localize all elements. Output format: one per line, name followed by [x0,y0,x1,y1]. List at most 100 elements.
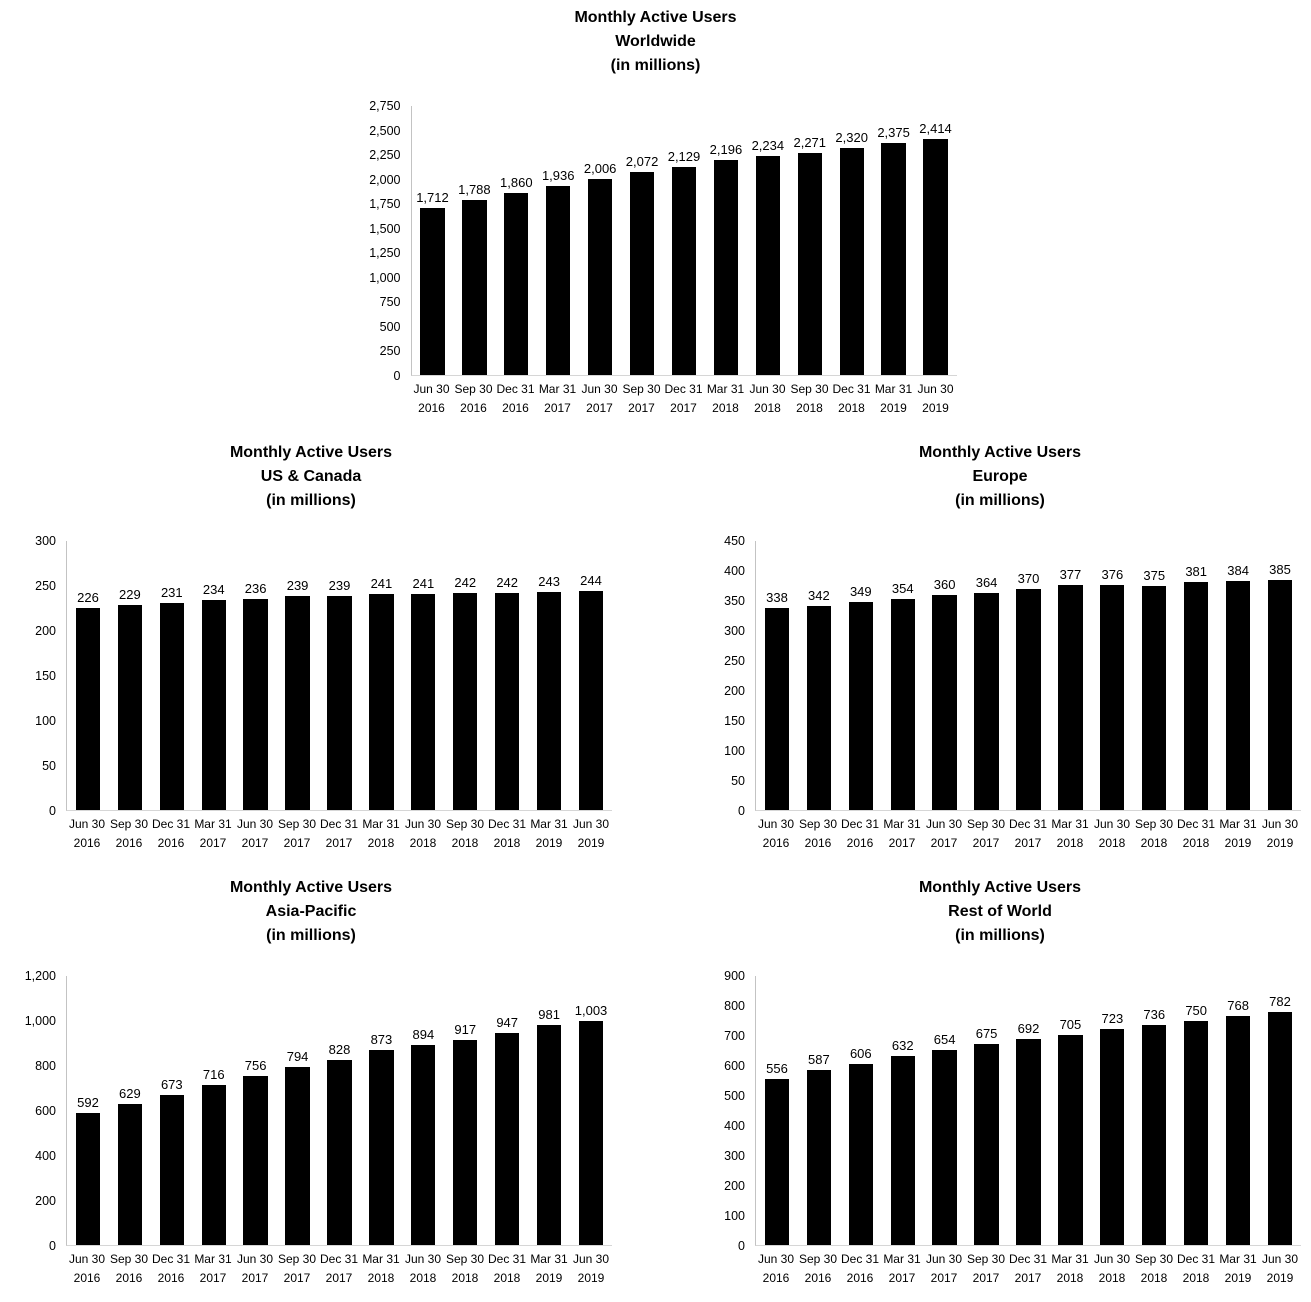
bar [495,1033,520,1246]
plot-area: 1,712 1,788 1,860 1,936 2,006 2,072 2,129 2,196… [410,106,957,376]
bar [1267,580,1293,811]
y-tick-label: 300 [35,534,56,549]
x-tick-line2: 2016 [418,400,445,415]
bar [546,185,571,375]
bar-value-label: 587 [808,1051,830,1067]
y-tick-label: 2,250 [369,148,401,163]
bar-value-label: 632 [891,1038,914,1054]
bar-group: 675 [966,976,1008,1246]
x-tick-line2: 2019 [577,835,605,850]
bar-value-label: 2,196 [709,142,743,158]
y-tick-label: 500 [724,1089,745,1104]
x-tick-line2: 2017 [888,1270,916,1285]
x-tick-line1: Dec 31 [496,382,535,396]
bar-group: 377 [1049,541,1091,811]
x-tick-line1: Jun 30 [757,817,795,832]
bar-value-label: 354 [891,580,914,596]
x-tick-line1: Sep 30 [790,382,829,396]
x-tick-line1: Sep 30 [966,817,1006,832]
x-tick-label: Jun 30 2018 [402,815,444,852]
bar-group: 673 [151,976,193,1246]
x-axis: Jun 30 2016 Sep 30 2016 Dec 31 2016 Mar 31 2017… [66,1250,612,1287]
bar-value-label: 236 [244,580,267,596]
bar [578,591,604,811]
bar-group: 384 [1217,541,1259,811]
x-tick-line2: 2016 [846,1270,874,1285]
bar-value-label: 692 [1017,1020,1040,1036]
x-tick-line2: 2018 [838,400,865,415]
x-tick-line1: Dec 31 [664,382,703,396]
chart-title-line: (in millions) [955,492,1045,510]
x-tick-line1: Jun 30 [404,817,442,832]
x-tick-line1: Jun 30 [413,382,450,396]
x-tick-line2: 2018 [409,835,437,850]
bar-value-label: 654 [933,1031,956,1047]
x-tick-label: Jun 30 2016 [411,380,453,417]
bar [495,593,520,811]
x-tick-line2: 2019 [880,400,907,415]
bar [159,1094,184,1246]
bar-group: 1,003 [570,976,612,1246]
y-axis: 900 800 700 600 500 400 300 200 100 0 [699,969,755,1253]
x-tick-line1: Sep 30 [445,817,485,832]
chart-asia-pacific: Monthly Active Users Asia-Pacific (in mill… [10,876,612,1287]
bar-group: 556 [756,976,798,1246]
bar-group: 2,196 [705,106,747,375]
y-tick-label: 600 [35,1104,56,1119]
bar [848,1064,873,1246]
x-tick-line1: Jun 30 [404,1252,442,1267]
x-tick-label: Mar 31 2019 [528,815,570,852]
y-tick-label: 250 [724,654,745,669]
bar-value-label: 244 [580,573,602,589]
y-tick-label: 100 [724,744,745,759]
bar-group: 364 [966,541,1008,811]
x-tick-label: Mar 31 2019 [528,1250,570,1287]
bar-group: 947 [486,976,528,1246]
bar-group: 236 [235,541,277,811]
y-tick-label: 1,250 [369,246,401,261]
bar-value-label: 342 [808,587,830,603]
x-tick-label: Mar 31 2019 [1217,1250,1259,1287]
x-tick-line1: Sep 30 [109,1252,149,1267]
plot-wrap: 1,200 1,000 800 600 400 200 0 592 629 673 716 756 7… [10,969,612,1253]
bar-value-label: 2,072 [625,154,659,170]
bar-value-label: 716 [202,1066,225,1082]
x-tick-line2: 2017 [241,835,269,850]
bar-group: 385 [1259,541,1301,811]
x-tick-line1: Jun 30 [572,817,610,832]
bar [932,595,957,811]
x-tick-label: Jun 30 2017 [579,380,621,417]
bar [1225,580,1251,811]
bar-value-label: 376 [1101,567,1124,583]
bar-value-label: 375 [1143,568,1166,584]
x-tick-label: Dec 31 2018 [1175,815,1217,852]
bar-group: 1,936 [537,106,579,375]
x-tick-label: Dec 31 2018 [1175,1250,1217,1287]
bar-group: 229 [109,541,151,811]
bar [536,1025,562,1246]
bar-value-label: 981 [538,1007,560,1023]
chart-worldwide: Monthly Active Users Worldwide (in million… [355,6,957,417]
bar-value-label: 338 [766,590,788,606]
x-tick-line1: Mar 31 [362,817,400,832]
bar-group: 917 [444,976,486,1246]
x-tick-line1: Jun 30 [68,1252,106,1267]
y-tick-label: 350 [724,594,745,609]
bar-group: 606 [840,976,882,1246]
chart-title-line: (in millions) [266,927,356,945]
y-tick-label: 2,500 [369,123,401,138]
x-tick-line2: 2016 [846,835,874,850]
bar [1184,582,1209,811]
x-tick-label: Mar 31 2017 [881,1250,923,1287]
bar [890,598,915,811]
x-tick-line1: Dec 31 [1008,817,1048,832]
bar [1016,589,1041,811]
x-tick-line2: 2017 [670,400,697,415]
x-axis: Jun 30 2016 Sep 30 2016 Dec 31 2016 Mar 31 2017… [755,815,1301,852]
x-tick-label: Dec 31 2017 [663,380,705,417]
bar [285,1067,310,1246]
x-tick-line2: 2016 [73,835,101,850]
plot-wrap: 300 250 200 150 100 50 0 226 229 231 234 236 239 239… [10,534,612,818]
bar-value-label: 241 [370,576,393,592]
x-tick-label: Jun 30 2019 [570,815,612,852]
